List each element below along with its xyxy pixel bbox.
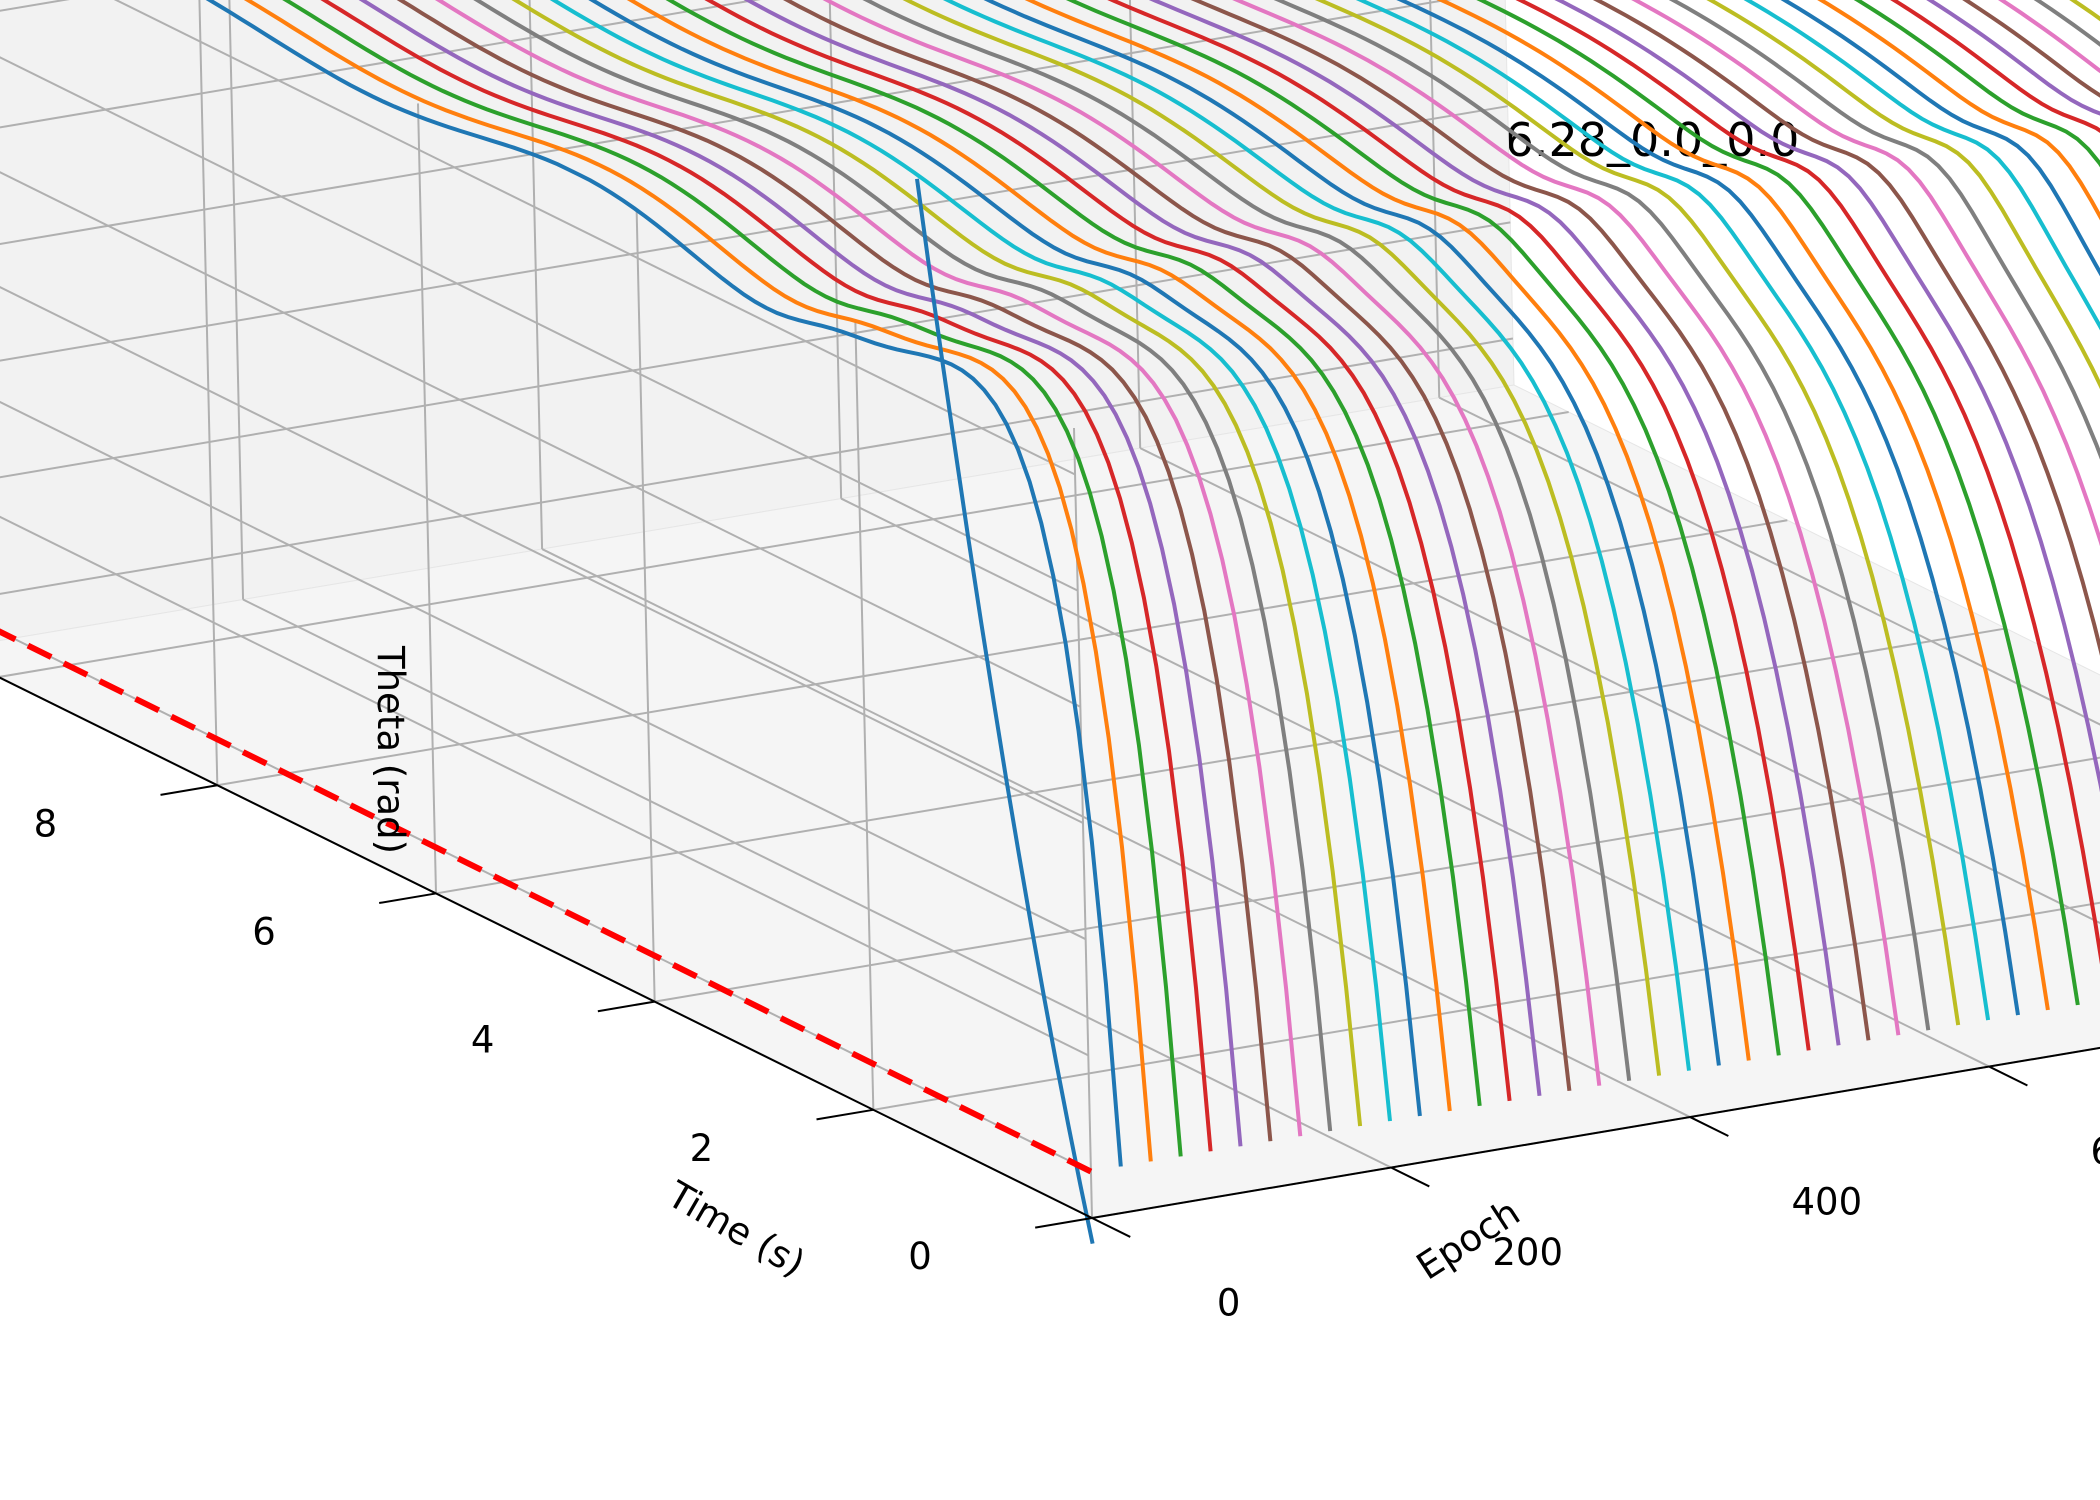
y-tick-label: 4 xyxy=(471,1019,495,1062)
epoch-curve xyxy=(1273,0,1931,1031)
reference-dashed-line xyxy=(0,628,1093,1175)
gridline-y-floor xyxy=(435,627,2007,895)
epoch-curve xyxy=(473,0,1333,1132)
epoch-curve xyxy=(205,0,1123,1167)
epoch-curve-diverging xyxy=(915,178,1095,1245)
y-tick xyxy=(816,1108,874,1121)
x-axis-line xyxy=(1091,1046,2100,1219)
x-tick xyxy=(1988,1065,2028,1087)
epoch-curve xyxy=(1190,0,1871,1041)
epoch-curve xyxy=(1314,0,1961,1026)
gridline-z-side xyxy=(0,515,1089,1057)
gridline-x-floor xyxy=(541,548,1691,1118)
epoch-curve xyxy=(862,0,1632,1081)
epoch-curve xyxy=(549,0,1392,1122)
epoch-curve xyxy=(1024,0,1751,1061)
epoch-curve xyxy=(588,0,1422,1117)
epoch-curve xyxy=(782,0,1572,1092)
gridline-y-floor xyxy=(654,756,2100,1003)
epoch-curve xyxy=(358,0,1243,1147)
y-tick-label: 2 xyxy=(690,1127,714,1170)
y-tick xyxy=(160,784,218,796)
epoch-curve xyxy=(396,0,1273,1142)
epoch-curve xyxy=(1148,0,1841,1046)
epoch-curve xyxy=(243,0,1153,1162)
y-tick xyxy=(379,892,437,905)
epoch-curve xyxy=(626,0,1452,1112)
gridline-y-floor xyxy=(217,519,1788,787)
y-tick xyxy=(597,1000,655,1013)
epoch-curve xyxy=(1592,0,2100,656)
axes: 0200400600800100002468100.00.51.01.52.02… xyxy=(0,676,2100,1325)
epoch-curve xyxy=(320,0,1213,1152)
epoch-curve xyxy=(822,0,1602,1086)
x-tick xyxy=(1689,1116,1729,1137)
epoch-curve xyxy=(942,0,1691,1071)
epoch-curve xyxy=(983,0,1721,1066)
gridline-z-side xyxy=(0,56,1079,592)
epoch-curve xyxy=(1107,0,1811,1051)
x-tick xyxy=(1091,1217,1131,1238)
epoch-curve xyxy=(282,0,1183,1157)
gridline-x-floor xyxy=(1438,396,2100,726)
gridlines xyxy=(0,0,2100,1219)
data-curves xyxy=(205,0,2100,1245)
gridline-x-floor xyxy=(242,598,1392,1169)
epoch-curve xyxy=(1436,0,2050,1011)
epoch-curve xyxy=(1631,0,2100,547)
z-axis-label: Theta (rad) xyxy=(369,645,412,854)
epoch-curve xyxy=(511,0,1363,1127)
epoch-curve xyxy=(1355,0,1991,1021)
x-tick xyxy=(1390,1166,1430,1188)
gridline-z-side xyxy=(0,286,1084,824)
y-axis-label: Time (s) xyxy=(659,1172,812,1285)
gridline-z-side xyxy=(0,171,1081,708)
y-tick-label: 0 xyxy=(908,1235,932,1278)
y-axis-line xyxy=(0,676,1093,1219)
gridline-z-side xyxy=(113,0,1076,476)
epoch-curve xyxy=(665,0,1482,1107)
epoch-curve xyxy=(1232,0,1901,1036)
epoch-curve xyxy=(1668,0,2100,460)
gridline-z-back xyxy=(0,221,1511,479)
epoch-curve xyxy=(704,0,1512,1102)
y-tick xyxy=(1035,1217,1093,1229)
gridline-z-back xyxy=(0,337,1514,595)
x-tick-label: 400 xyxy=(1791,1181,1862,1224)
epoch-curve xyxy=(1554,0,2100,793)
y-tick-label: 6 xyxy=(252,911,276,954)
x-tick-label: 600 xyxy=(2090,1130,2100,1173)
epoch-curve xyxy=(1065,0,1781,1056)
epoch-curve xyxy=(1396,0,2020,1016)
epoch-curve xyxy=(743,0,1542,1097)
y-tick-label: 8 xyxy=(34,802,58,845)
epoch-curve xyxy=(1706,0,2100,390)
epoch-curve xyxy=(902,0,1662,1076)
gridline-z-side xyxy=(0,400,1087,941)
epoch-curve xyxy=(1743,0,2100,331)
epoch-curve xyxy=(1515,0,2100,965)
gridline-y-floor xyxy=(873,901,2100,1111)
x-tick-label: 0 xyxy=(1217,1282,1241,1325)
gridline-z-back xyxy=(0,0,1452,246)
epoch-curve xyxy=(434,0,1303,1137)
x-tick-label: 200 xyxy=(1492,1231,1563,1274)
epoch-curve xyxy=(1476,0,2080,1006)
